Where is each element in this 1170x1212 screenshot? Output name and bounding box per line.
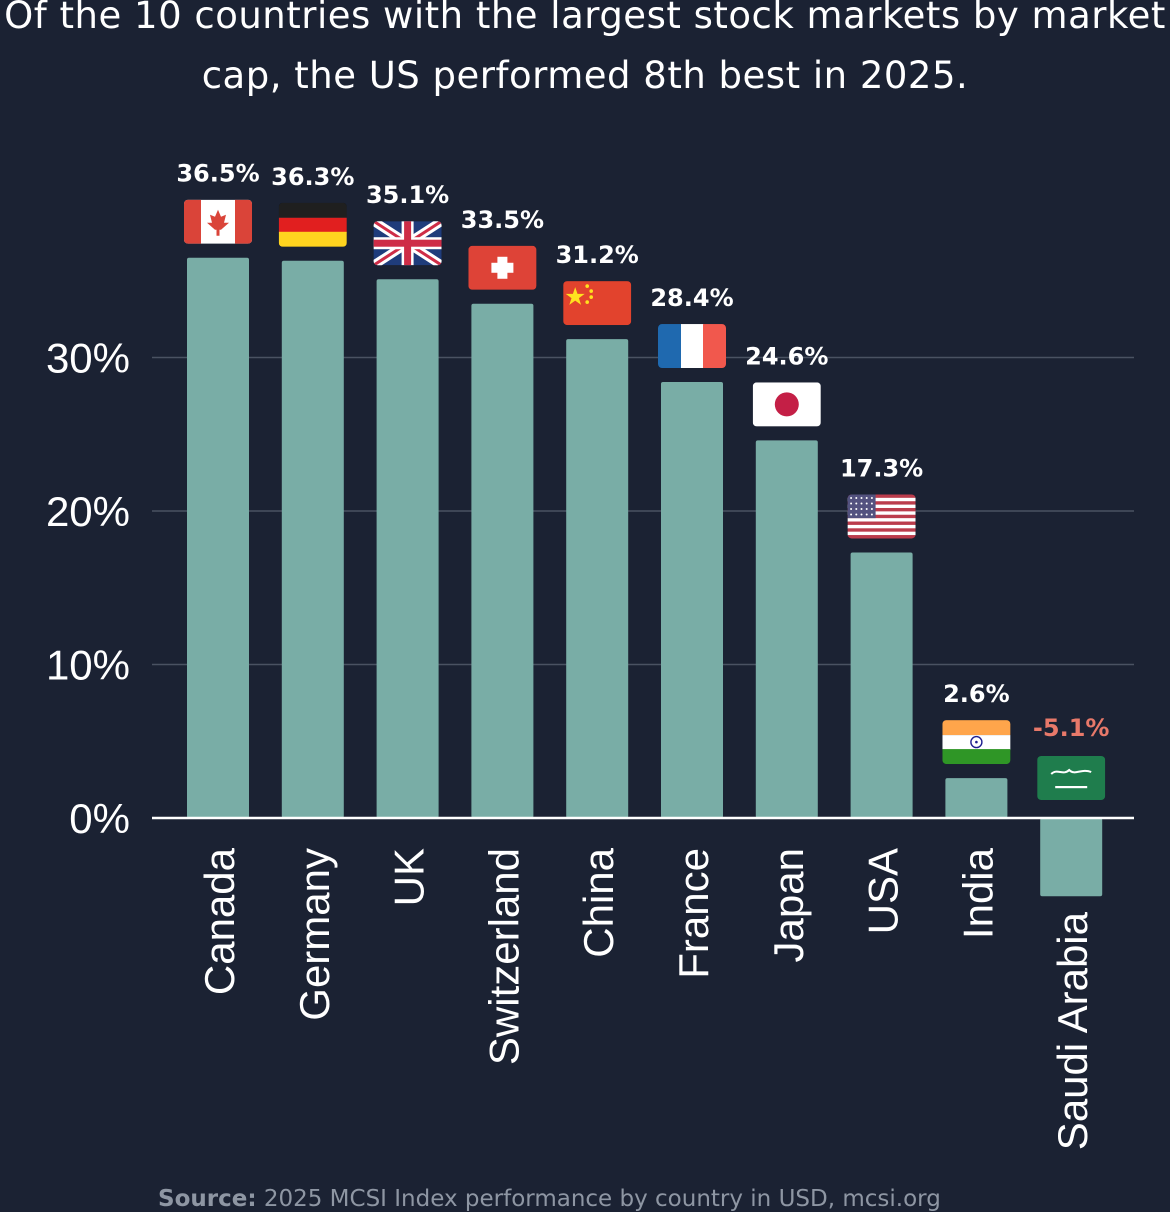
y-tick-label: 0% <box>69 795 130 842</box>
bar-germany <box>281 260 344 818</box>
category-label-canada: Canada <box>196 847 243 995</box>
data-label-france: 28.4% <box>650 284 733 312</box>
source-note: Source: 2025 MCSI Index performance by c… <box>158 1186 941 1212</box>
category-label-india: India <box>954 847 1001 939</box>
category-label-japan: Japan <box>765 848 812 962</box>
data-label-uk: 35.1% <box>366 181 449 209</box>
category-label-switzerland: Switzerland <box>480 848 527 1065</box>
y-axis-ticks: 0% 10% 20% 30% <box>46 335 130 843</box>
y-tick-label: 30% <box>46 335 130 382</box>
china-flag-icon <box>563 281 632 326</box>
bars <box>187 257 1103 897</box>
bar-usa <box>850 552 913 818</box>
category-label-germany: Germany <box>291 848 338 1021</box>
uk-flag-icon <box>373 221 442 266</box>
bar-canada <box>187 257 249 819</box>
data-label-japan: 24.6% <box>745 342 828 370</box>
category-labels: Canada Germany UK Switzerland China France Jap… <box>196 847 1096 1150</box>
bar-japan <box>755 440 818 818</box>
bar-saudi-arabia <box>1040 818 1103 897</box>
bar-uk <box>376 279 439 819</box>
data-label-usa: 17.3% <box>840 454 923 482</box>
germany-flag-icon <box>278 202 347 247</box>
data-label-china: 31.2% <box>556 241 639 269</box>
category-label-saudi-arabia: Saudi Arabia <box>1049 911 1096 1150</box>
japan-flag-icon <box>752 382 821 427</box>
usa-flag-icon <box>847 494 916 539</box>
source-label: Source: <box>158 1186 257 1212</box>
category-label-uk: UK <box>386 848 433 906</box>
bar-china <box>566 339 629 818</box>
bar-switzerland <box>471 303 534 818</box>
india-flag-icon <box>942 720 1011 765</box>
canada-flag-icon <box>184 199 252 244</box>
data-label-germany: 36.3% <box>271 163 354 191</box>
category-label-china: China <box>575 847 622 957</box>
bar-france <box>661 382 723 818</box>
data-label-canada: 36.5% <box>176 160 259 188</box>
source-text: 2025 MCSI Index performance by country i… <box>256 1186 941 1212</box>
flags <box>184 199 1106 800</box>
bar-india <box>945 778 1008 818</box>
saudi-arabia-flag-icon <box>1037 756 1106 800</box>
category-label-usa: USA <box>860 848 907 934</box>
switzerland-flag-icon <box>468 245 537 290</box>
data-label-saudi-arabia: -5.1% <box>1033 714 1110 742</box>
data-label-india: 2.6% <box>943 680 1010 708</box>
data-label-switzerland: 33.5% <box>461 206 544 234</box>
france-flag-icon <box>658 324 726 369</box>
data-labels: 36.5% 36.3% 35.1% 33.5% 31.2% 28.4% 24.6% 17.3%… <box>176 160 1109 742</box>
y-tick-label: 20% <box>46 488 130 535</box>
category-label-france: France <box>670 848 717 979</box>
chart-title: Of the 10 countries with the largest sto… <box>4 0 1166 97</box>
y-tick-label: 10% <box>46 642 130 689</box>
